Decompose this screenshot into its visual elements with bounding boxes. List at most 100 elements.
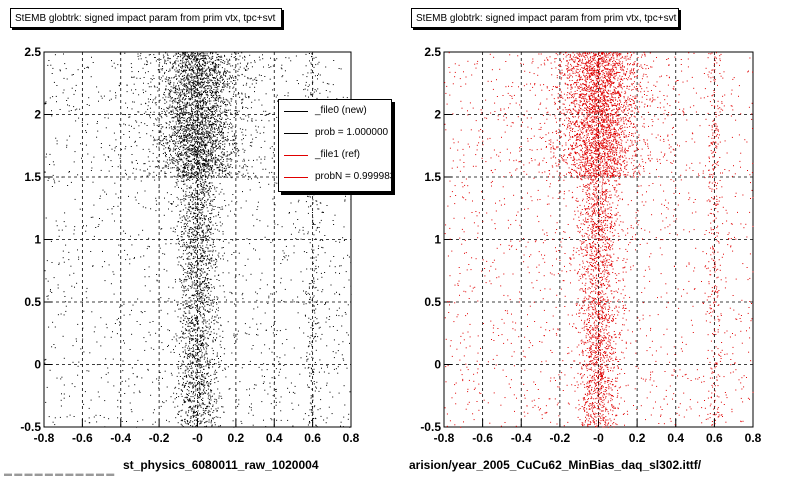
- scatter-point: [250, 273, 252, 275]
- scatter-point: [207, 248, 209, 250]
- scatter-point: [150, 78, 152, 80]
- scatter-point: [212, 411, 214, 413]
- scatter-point: [163, 142, 164, 144]
- scatter-point: [192, 233, 194, 235]
- scatter-point: [196, 220, 198, 222]
- scatter-point: [206, 373, 208, 374]
- x-tick-label: -0.2: [149, 431, 170, 445]
- scatter-point: [342, 341, 344, 343]
- scatter-point: [113, 132, 115, 134]
- scatter-point: [174, 145, 176, 147]
- scatter-point: [216, 187, 218, 189]
- scatter-point: [209, 205, 211, 206]
- scatter-point: [207, 250, 209, 252]
- scatter-point: [194, 86, 196, 87]
- scatter-point: [219, 344, 221, 346]
- scatter-point: [187, 265, 189, 267]
- scatter-point: [219, 125, 221, 126]
- scatter-point: [193, 151, 195, 152]
- scatter-point: [213, 337, 214, 339]
- scatter-point: [205, 174, 207, 176]
- scatter-point: [177, 120, 179, 122]
- scatter-point: [200, 226, 202, 228]
- scatter-point: [208, 367, 210, 369]
- scatter-point: [190, 195, 192, 197]
- scatter-point: [181, 71, 183, 73]
- scatter-point: [68, 259, 70, 261]
- scatter-point: [166, 139, 168, 141]
- scatter-point: [227, 215, 229, 217]
- scatter-point: [202, 140, 204, 142]
- scatter-point: [212, 97, 214, 99]
- scatter-point: [201, 120, 203, 122]
- scatter-point: [214, 91, 216, 93]
- scatter-point: [230, 81, 232, 83]
- scatter-point: [129, 314, 131, 316]
- scatter-point: [196, 330, 198, 332]
- scatter-point: [299, 327, 300, 329]
- scatter-point: [185, 382, 187, 384]
- scatter-point: [197, 125, 198, 127]
- scatter-point: [79, 208, 81, 210]
- scatter-point: [222, 103, 224, 104]
- scatter-point: [345, 195, 346, 197]
- scatter-point: [171, 374, 173, 376]
- scatter-point: [205, 322, 207, 324]
- scatter-point: [197, 195, 199, 197]
- scatter-point: [204, 330, 206, 332]
- scatter-point: [198, 234, 200, 236]
- scatter-point: [272, 332, 274, 334]
- scatter-point: [60, 378, 62, 380]
- scatter-point: [210, 124, 212, 126]
- scatter-point: [229, 75, 231, 77]
- scatter-point: [215, 92, 216, 94]
- scatter-point: [208, 367, 210, 369]
- scatter-point: [241, 367, 243, 369]
- scatter-point: [193, 240, 195, 241]
- scatter-point: [190, 52, 192, 54]
- scatter-point: [205, 407, 206, 409]
- scatter-point: [272, 240, 274, 242]
- scatter-point: [188, 390, 190, 392]
- scatter-point: [207, 165, 209, 167]
- scatter-point: [205, 175, 207, 177]
- scatter-point: [195, 207, 197, 209]
- scatter-point: [73, 272, 75, 274]
- scatter-point: [197, 123, 198, 125]
- scatter-point: [186, 103, 188, 105]
- scatter-point: [201, 261, 202, 263]
- scatter-point: [261, 80, 263, 82]
- scatter-point: [332, 84, 334, 86]
- scatter-point: [188, 149, 190, 151]
- scatter-point: [175, 107, 177, 109]
- scatter-point: [182, 114, 184, 116]
- scatter-point: [210, 151, 212, 153]
- scatter-point: [216, 72, 218, 74]
- scatter-point: [180, 264, 182, 266]
- scatter-point: [209, 415, 211, 417]
- scatter-point: [202, 281, 204, 283]
- scatter-point: [167, 59, 169, 61]
- scatter-point: [204, 295, 206, 297]
- scatter-point: [206, 94, 208, 96]
- scatter-point: [206, 259, 208, 261]
- scatter-point: [192, 357, 193, 359]
- scatter-point: [204, 86, 206, 87]
- scatter-point: [59, 109, 61, 110]
- scatter-point: [99, 415, 101, 416]
- scatter-point: [60, 405, 62, 407]
- scatter-point: [180, 59, 182, 61]
- scatter-point: [193, 328, 195, 330]
- scatter-point: [197, 355, 199, 357]
- scatter-point: [148, 266, 150, 268]
- scatter-point: [189, 102, 190, 104]
- scatter-point: [192, 231, 194, 233]
- scatter-point: [183, 399, 185, 401]
- scatter-point: [175, 417, 177, 419]
- scatter-point: [200, 69, 202, 71]
- scatter-point: [210, 127, 212, 129]
- scatter-point: [209, 325, 211, 327]
- scatter-point: [191, 375, 193, 377]
- scatter-point: [174, 131, 176, 132]
- scatter-point: [202, 197, 204, 199]
